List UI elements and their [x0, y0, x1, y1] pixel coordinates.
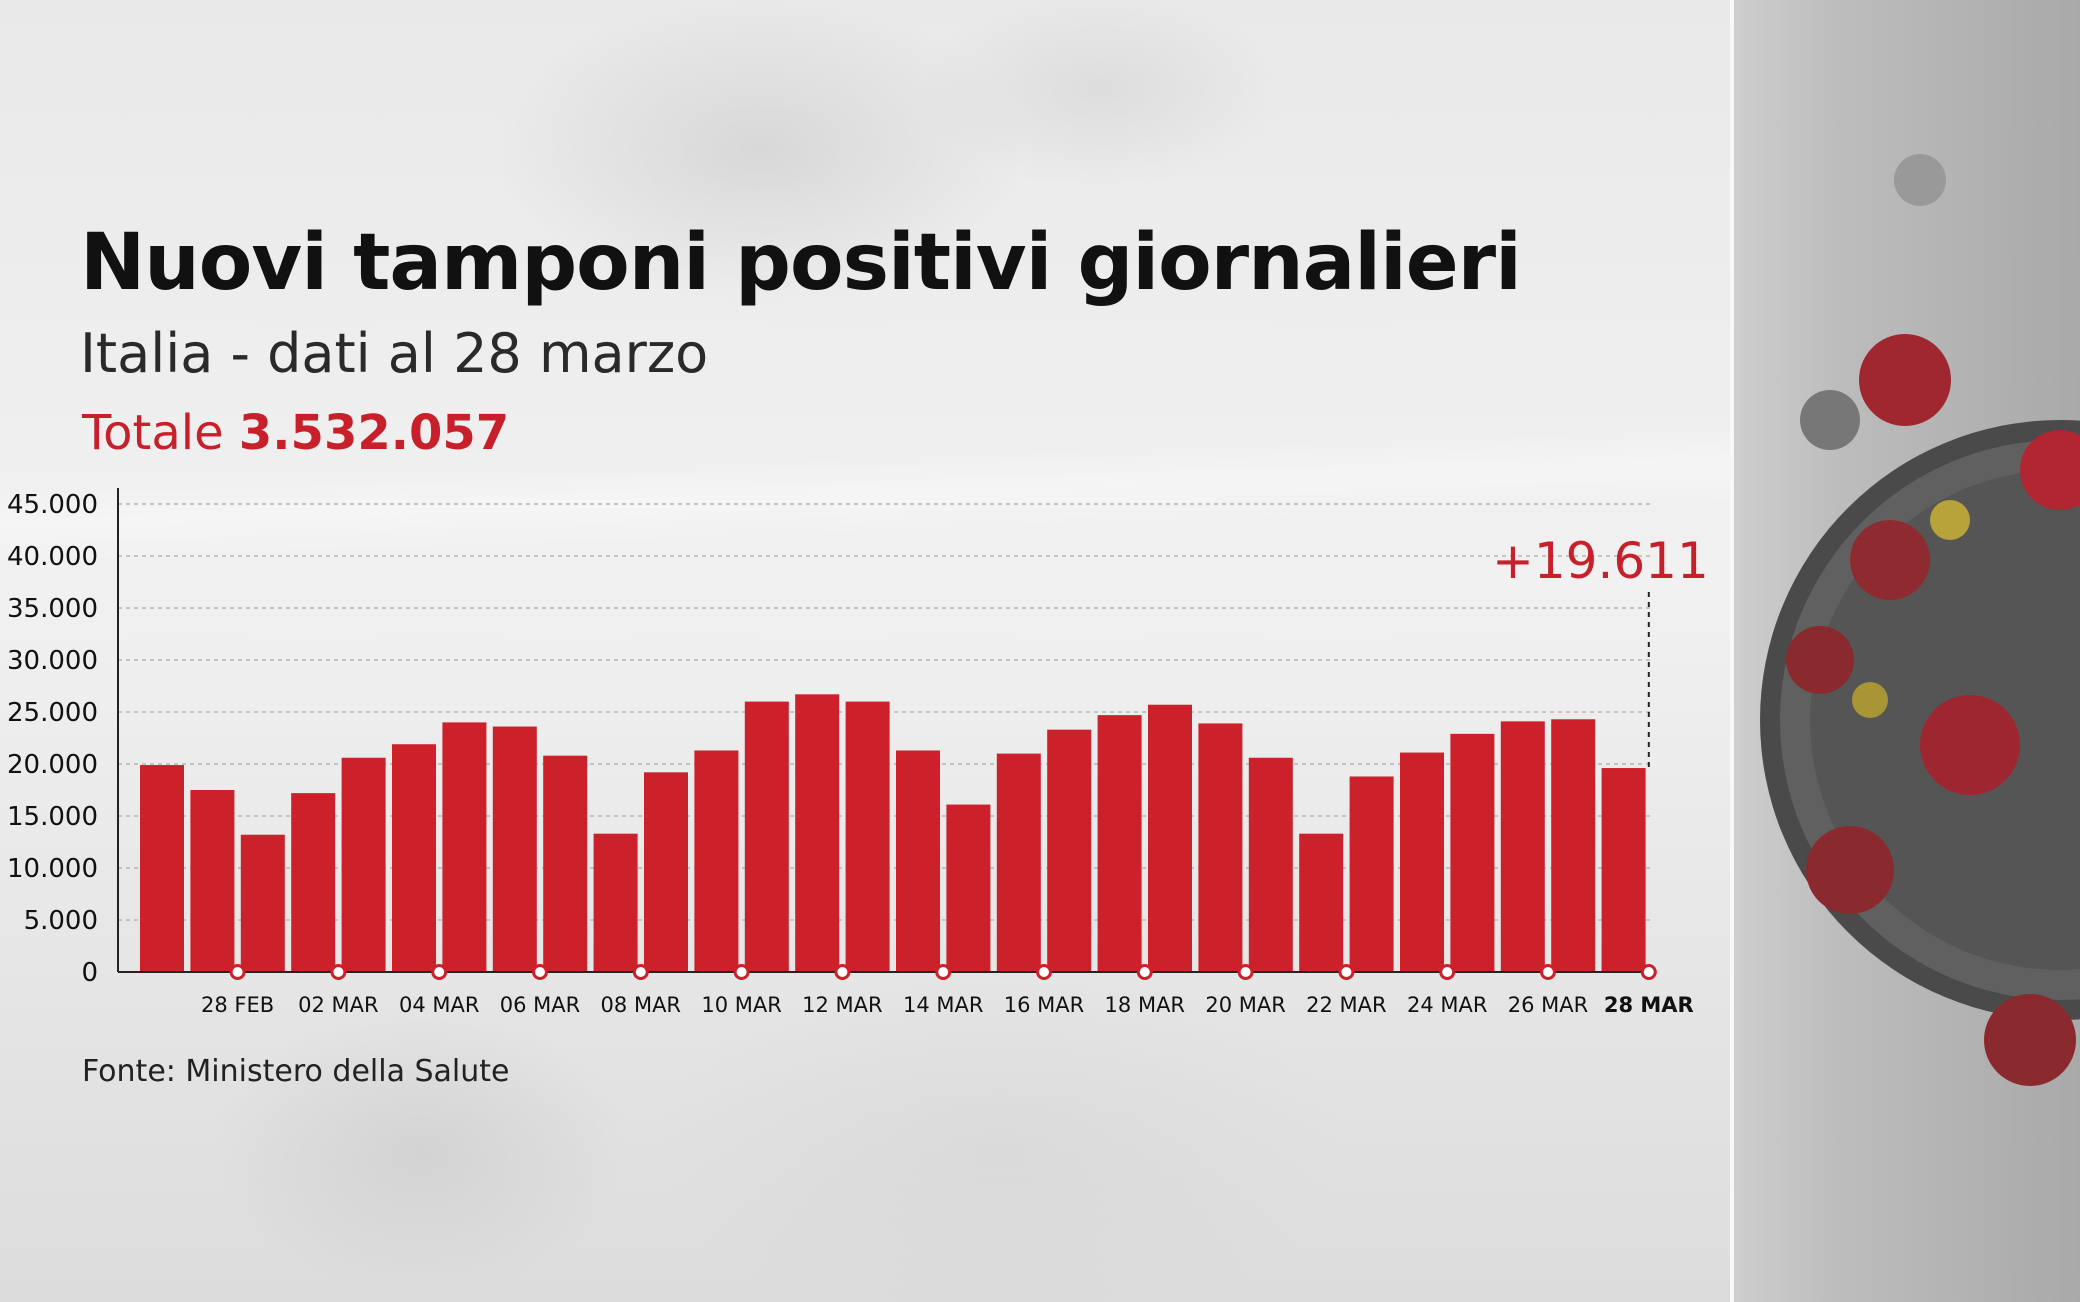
- x-tick-label: 12 MAR: [802, 993, 882, 1017]
- x-tick-marker: [229, 964, 246, 980]
- bar: [1299, 833, 1344, 972]
- bar: [1551, 719, 1596, 972]
- y-tick-label: 45.000: [7, 490, 98, 520]
- x-tick-label: 28 FEB: [201, 993, 274, 1017]
- x-tick-label: 28 MAR: [1604, 993, 1694, 1017]
- x-tick-marker: [733, 964, 750, 980]
- y-tick-label: 15.000: [7, 802, 98, 832]
- bar: [492, 726, 537, 972]
- bar: [795, 694, 840, 972]
- bar: [240, 834, 285, 972]
- bar: [1198, 723, 1243, 972]
- x-tick-label: 22 MAR: [1306, 993, 1386, 1017]
- x-tick-marker: [632, 964, 649, 980]
- bar: [1500, 721, 1545, 972]
- x-tick-label: 04 MAR: [399, 993, 479, 1017]
- x-tick-marker: [1439, 964, 1456, 980]
- bar: [140, 765, 184, 972]
- bar: [341, 757, 386, 972]
- bar: [442, 722, 487, 972]
- total-line: Totale 3.532.057: [82, 405, 509, 461]
- bar: [996, 753, 1041, 972]
- y-tick-label: 25.000: [7, 698, 98, 728]
- x-tick-marker: [532, 964, 548, 980]
- bar: [1601, 768, 1646, 972]
- y-tick-label: 5.000: [24, 906, 98, 936]
- x-tick-label: 08 MAR: [601, 993, 681, 1017]
- total-value: 3.532.057: [238, 405, 510, 461]
- y-tick-label: 40.000: [7, 542, 98, 572]
- x-tick-label: 06 MAR: [500, 993, 580, 1017]
- chart-title: Nuovi tamponi positivi giornalieri: [80, 218, 1522, 308]
- x-tick-label: 16 MAR: [1004, 993, 1084, 1017]
- bar: [1248, 757, 1293, 972]
- bar: [1047, 729, 1092, 972]
- bar: [593, 833, 638, 972]
- x-tick-marker: [330, 964, 347, 980]
- total-label: Totale: [82, 405, 224, 461]
- x-tick-label: 24 MAR: [1407, 993, 1487, 1017]
- chart-subtitle: Italia - dati al 28 marzo: [80, 322, 709, 385]
- x-tick-label: 02 MAR: [298, 993, 378, 1017]
- x-tick-marker: [1338, 964, 1355, 980]
- panel-divider: [1730, 0, 1734, 1302]
- x-tick-marker: [1640, 964, 1657, 980]
- y-tick-label: 20.000: [7, 750, 98, 780]
- bar: [744, 701, 789, 972]
- bar: [896, 750, 940, 972]
- x-tick-label: 18 MAR: [1105, 993, 1185, 1017]
- x-tick-marker: [935, 964, 952, 980]
- bar: [1097, 715, 1142, 972]
- x-tick-marker: [431, 964, 448, 980]
- x-tick-marker: [1036, 964, 1052, 980]
- y-tick-label: 30.000: [7, 646, 98, 676]
- bar: [190, 790, 235, 972]
- bar: [1400, 752, 1444, 972]
- world-map-background: [0, 0, 1740, 1302]
- annotation-label: +19.611: [1492, 532, 1709, 590]
- bar: [291, 793, 336, 972]
- virus-illustration: [1730, 0, 2080, 1302]
- bar: [946, 804, 991, 972]
- y-tick-label: 10.000: [7, 854, 98, 884]
- bar: [1148, 704, 1192, 972]
- bar: [392, 744, 436, 972]
- source-note: Fonte: Ministero della Salute: [82, 1054, 510, 1089]
- x-tick-label: 10 MAR: [701, 993, 781, 1017]
- x-tick-marker: [1237, 964, 1254, 980]
- y-tick-label: 35.000: [7, 594, 98, 624]
- bar: [845, 701, 890, 972]
- x-tick-label: 26 MAR: [1508, 993, 1588, 1017]
- x-tick-marker: [834, 964, 851, 980]
- bar: [644, 772, 688, 972]
- x-tick-marker: [1136, 964, 1153, 980]
- x-tick-label: 14 MAR: [903, 993, 983, 1017]
- bar: [1450, 733, 1495, 972]
- y-tick-label: 0: [81, 958, 98, 988]
- x-tick-label: 20 MAR: [1205, 993, 1285, 1017]
- bar: [694, 750, 739, 972]
- bar: [543, 755, 588, 972]
- bar: [1349, 776, 1394, 972]
- x-tick-marker: [1540, 964, 1556, 980]
